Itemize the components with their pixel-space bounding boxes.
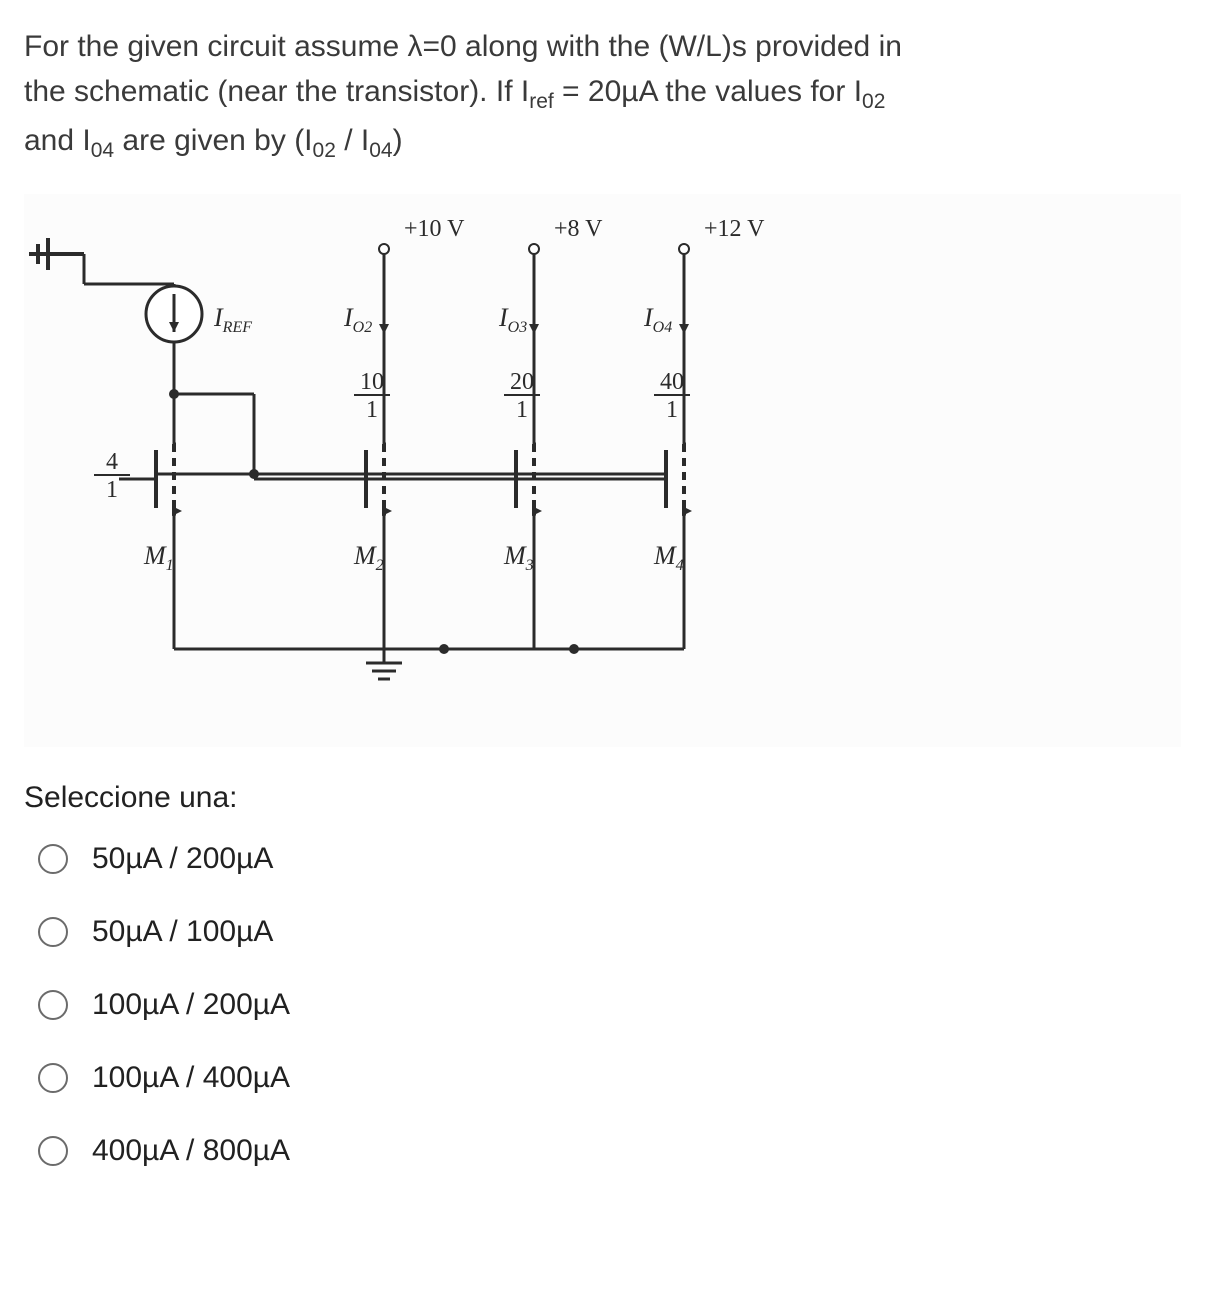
svg-text:4: 4 (106, 449, 118, 475)
svg-text:1: 1 (516, 397, 528, 423)
q-lambda: λ=0 (407, 30, 456, 63)
option-text: 50µA / 200µA (92, 836, 273, 881)
option-text: 100µA / 200µA (92, 982, 290, 1027)
options-list: 50µA / 200µA 50µA / 100µA 100µA / 200µA … (24, 836, 1181, 1173)
q-sub: 04 (369, 139, 392, 162)
q-sub: 04 (91, 139, 114, 162)
option-row[interactable]: 100µA / 200µA (38, 982, 1181, 1027)
select-label: Seleccione una: (24, 775, 1181, 820)
radio-icon[interactable] (38, 1136, 68, 1166)
q-part: / I (336, 124, 369, 157)
svg-text:1: 1 (106, 477, 118, 503)
circuit-schematic: +10 V+8 V+12 V41101201401IREFIO2IO3IO4M1… (24, 194, 1181, 747)
option-text: 400µA / 800µA (92, 1128, 290, 1173)
svg-text:IREF: IREF (213, 303, 252, 336)
q-sub: 02 (313, 139, 336, 162)
q-part: = 20µA the values for I (554, 75, 862, 108)
q-part: along with the (W/L)s provided in (457, 30, 902, 63)
option-text: 50µA / 100µA (92, 909, 273, 954)
q-part: the schematic (near the transistor). If … (24, 75, 529, 108)
svg-text:IO4: IO4 (643, 303, 672, 336)
svg-text:10: 10 (360, 369, 384, 395)
svg-text:M2: M2 (353, 541, 384, 574)
q-part: ) (393, 124, 403, 157)
svg-text:M4: M4 (653, 541, 684, 574)
option-row[interactable]: 50µA / 200µA (38, 836, 1181, 881)
radio-icon[interactable] (38, 844, 68, 874)
q-part: are given by (I (114, 124, 312, 157)
radio-icon[interactable] (38, 990, 68, 1020)
svg-text:40: 40 (660, 369, 684, 395)
question-text: For the given circuit assume λ=0 along w… (24, 24, 1181, 166)
option-row[interactable]: 50µA / 100µA (38, 909, 1181, 954)
circuit-svg: +10 V+8 V+12 V41101201401IREFIO2IO3IO4M1… (24, 194, 804, 734)
radio-icon[interactable] (38, 917, 68, 947)
svg-text:+12 V: +12 V (704, 216, 765, 242)
option-row[interactable]: 100µA / 400µA (38, 1055, 1181, 1100)
svg-text:IO2: IO2 (343, 303, 372, 336)
svg-text:1: 1 (666, 397, 678, 423)
svg-text:+10 V: +10 V (404, 216, 465, 242)
option-row[interactable]: 400µA / 800µA (38, 1128, 1181, 1173)
svg-text:M3: M3 (503, 541, 534, 574)
svg-text:+8 V: +8 V (554, 216, 603, 242)
svg-text:M1: M1 (143, 541, 174, 574)
svg-text:IO3: IO3 (498, 303, 527, 336)
q-part: and I (24, 124, 91, 157)
svg-text:1: 1 (366, 397, 378, 423)
q-sub: 02 (862, 90, 885, 113)
svg-text:20: 20 (510, 369, 534, 395)
q-part: For the given circuit assume (24, 30, 407, 63)
radio-icon[interactable] (38, 1063, 68, 1093)
option-text: 100µA / 400µA (92, 1055, 290, 1100)
q-sub: ref (529, 90, 554, 113)
